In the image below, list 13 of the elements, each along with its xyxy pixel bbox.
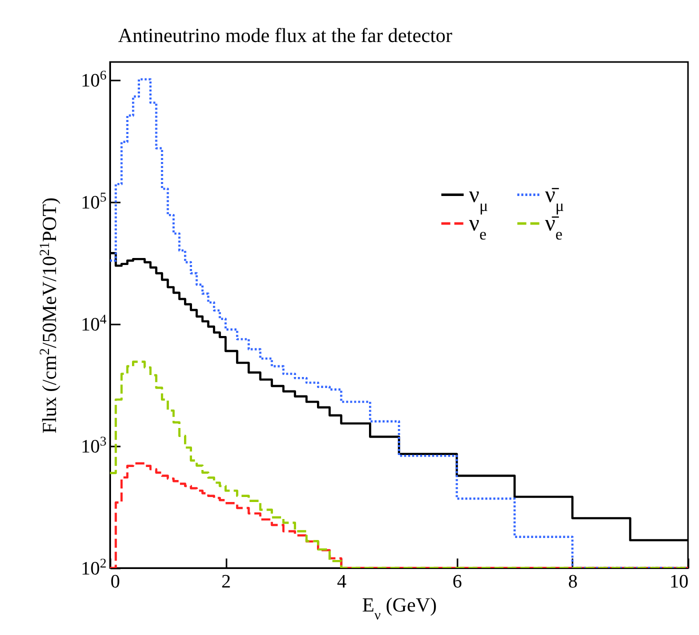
x-axis-title: E$_{ν}$ (GeV): [362, 594, 437, 623]
y-tick-label: 10$^{6}$: [80, 66, 107, 92]
y-tick-label: 10$^{2}$: [80, 555, 106, 580]
y-tick-label: 10$^{3}$: [80, 432, 107, 458]
x-tick-label: 8: [568, 572, 578, 592]
y-tick-label: 10$^{4}$: [80, 310, 107, 336]
x-tick-label: 2: [221, 572, 231, 592]
y-tick-label: 10$^{5}$: [80, 188, 107, 214]
x-tick-label: 6: [452, 572, 462, 592]
chart-title: Antineutrino mode flux at the far detector: [118, 25, 453, 47]
x-tick-label: 10: [670, 572, 688, 592]
x-tick-label: 4: [336, 572, 347, 592]
x-tick-label: 0: [110, 572, 120, 592]
